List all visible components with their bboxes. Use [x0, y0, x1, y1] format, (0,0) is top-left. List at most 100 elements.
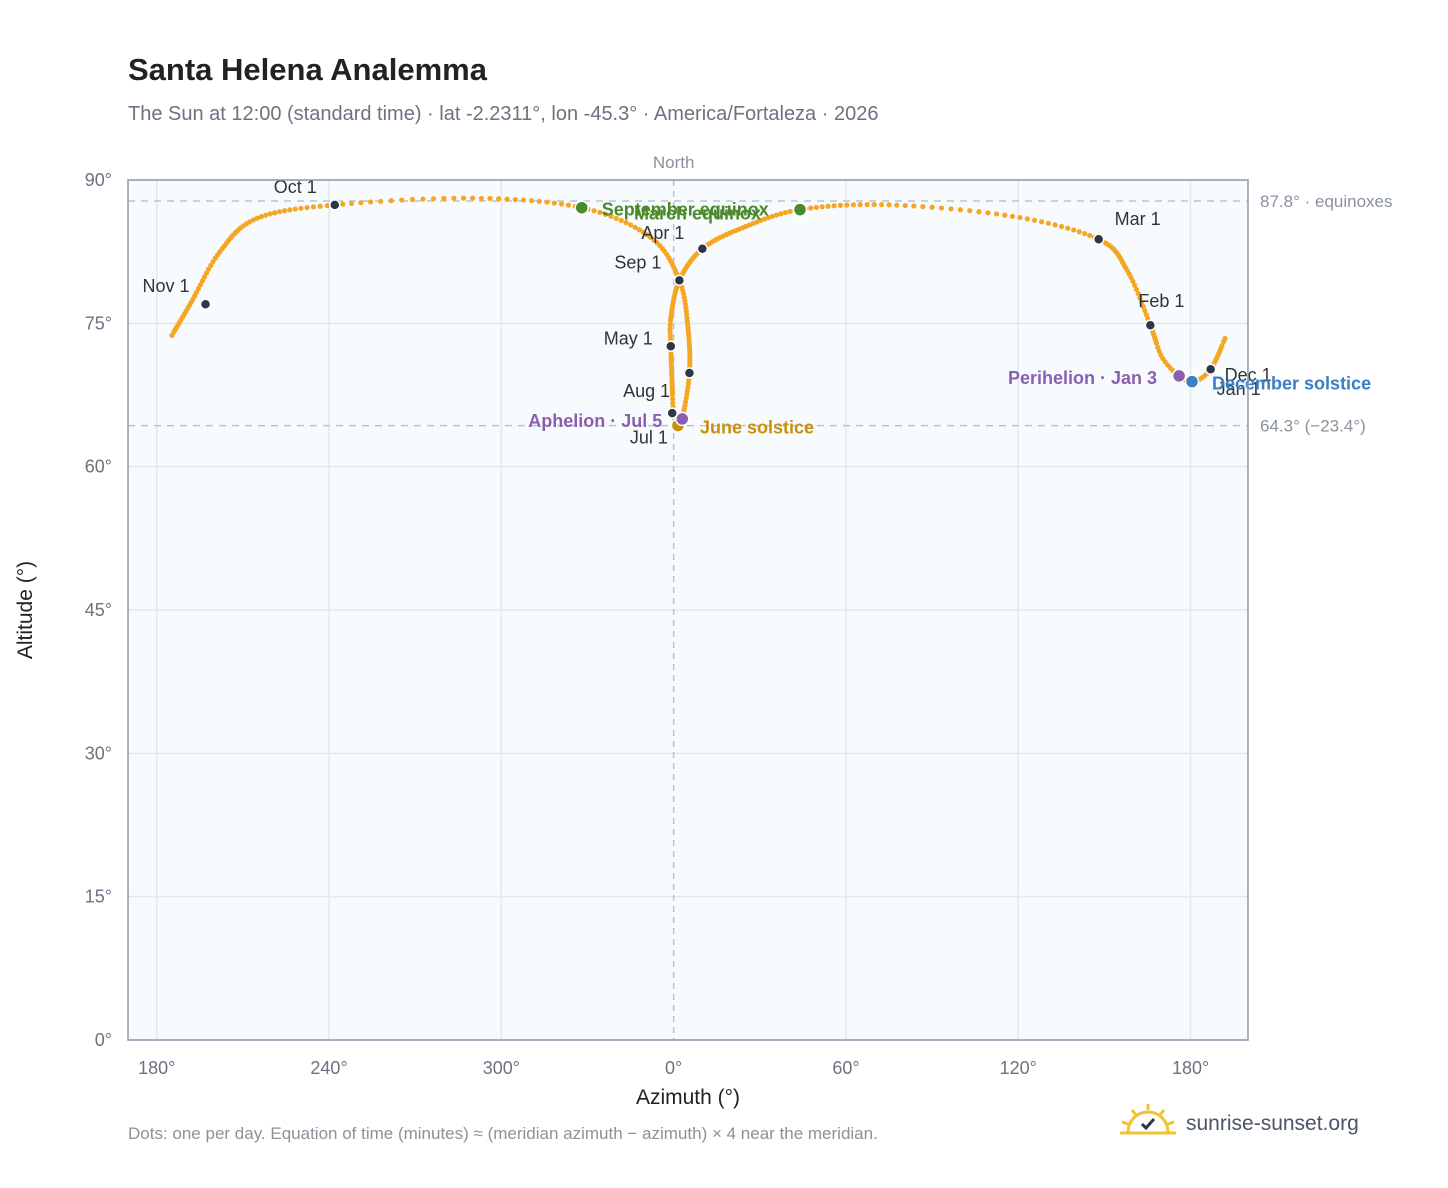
day-dot [496, 196, 502, 202]
day-dot [773, 212, 780, 218]
footnote: Dots: one per day. Equation of time (min… [128, 1124, 878, 1143]
day-dot [536, 198, 542, 204]
day-dot [938, 205, 945, 211]
day-dot [317, 203, 323, 209]
day-dot [430, 196, 437, 202]
event-label: Aphelion · Jul 5 [528, 411, 662, 431]
day-dot [902, 202, 908, 209]
day-dot [1221, 338, 1227, 345]
day-dot [878, 202, 885, 208]
brand[interactable]: sunrise-sunset.org [1120, 1102, 1359, 1146]
day-dot [1017, 214, 1023, 221]
day-dot [272, 210, 278, 216]
reference-line-label: 87.8° · equinoxes [1260, 192, 1393, 211]
day-dot [850, 202, 856, 208]
y-tick-label: 30° [85, 743, 112, 763]
day-dot [857, 202, 863, 208]
day-dot [254, 215, 260, 221]
day-dot [669, 392, 676, 398]
month-marker [329, 199, 341, 211]
day-dot [831, 203, 837, 209]
day-dot [1143, 312, 1149, 318]
y-tick-label: 15° [85, 887, 112, 907]
day-dot [967, 208, 973, 214]
plot-frame [127, 179, 1249, 1041]
day-dot [813, 204, 819, 211]
day-dot [528, 198, 535, 204]
event-label: Perihelion · Jan 3 [1008, 368, 1157, 388]
day-dot [388, 198, 394, 204]
x-tick-label: 180° [138, 1058, 175, 1078]
day-dot [920, 204, 926, 210]
month-label: Mar 1 [1115, 209, 1161, 229]
day-dot [1052, 222, 1058, 228]
month-label: Jul 1 [630, 428, 668, 448]
day-dot [487, 195, 493, 202]
y-axis-title: Altitude (°) [14, 561, 37, 659]
day-dot [1024, 216, 1030, 222]
reference-line-label: 64.3° (−23.4°) [1260, 417, 1366, 436]
day-dot [825, 203, 831, 209]
day-dot [258, 214, 264, 220]
day-dot [298, 205, 304, 211]
day-dot [1132, 282, 1138, 288]
day-dot [199, 278, 206, 284]
day-dot [1137, 295, 1143, 301]
day-dot [201, 274, 208, 280]
day-dot [267, 211, 273, 217]
y-tick-label: 0° [95, 1030, 112, 1050]
day-dot [1142, 308, 1148, 314]
day-dot [957, 207, 963, 213]
event-marker [1171, 368, 1187, 384]
day-dot [808, 205, 814, 211]
day-dot [324, 202, 330, 209]
day-dot [1139, 299, 1145, 305]
day-dot [1009, 213, 1016, 219]
day-dot [1140, 303, 1146, 310]
x-tick-label: 180° [1172, 1058, 1209, 1078]
day-dot [985, 210, 991, 216]
event-marker [574, 200, 589, 215]
day-dot [340, 201, 346, 207]
day-dot [206, 266, 212, 272]
day-dot [1031, 217, 1038, 223]
y-tick-label: 75° [85, 313, 112, 333]
month-label: Oct 1 [274, 177, 317, 197]
day-dot [1002, 212, 1008, 218]
month-label: Aug 1 [623, 381, 670, 401]
day-dot [608, 213, 614, 219]
month-marker [199, 298, 212, 310]
axis-ticks: 180° 240° 300° 0° 60° 120° 180° 0° 15° 30° 45° 60° 7… [85, 170, 1209, 1078]
day-dot [602, 211, 609, 217]
day-dot [667, 333, 673, 339]
day-dot [544, 199, 550, 205]
x-tick-label: 60° [832, 1058, 859, 1078]
day-dot [409, 196, 415, 203]
day-dot [837, 202, 843, 208]
event-marker [1184, 374, 1200, 389]
day-dot [1071, 227, 1077, 233]
day-dot [281, 208, 288, 214]
y-tick-label: 60° [85, 457, 112, 477]
day-dot [948, 206, 954, 212]
month-marker [673, 274, 686, 287]
day-dot [470, 195, 476, 201]
event-marker [675, 411, 690, 427]
day-dot [310, 204, 317, 210]
day-dot [670, 400, 676, 406]
day-dot [667, 326, 673, 332]
day-dot [348, 200, 355, 206]
month-marker [683, 367, 696, 379]
day-dot [667, 322, 673, 328]
x-tick-label: 0° [665, 1058, 682, 1078]
day-dot [358, 200, 364, 206]
day-dot [169, 332, 175, 338]
day-dot [1065, 225, 1071, 231]
day-dot [287, 207, 293, 213]
day-dot [644, 232, 650, 238]
y-tick-label: 90° [85, 170, 112, 190]
day-dot [864, 201, 870, 208]
month-label: Apr 1 [641, 223, 684, 243]
